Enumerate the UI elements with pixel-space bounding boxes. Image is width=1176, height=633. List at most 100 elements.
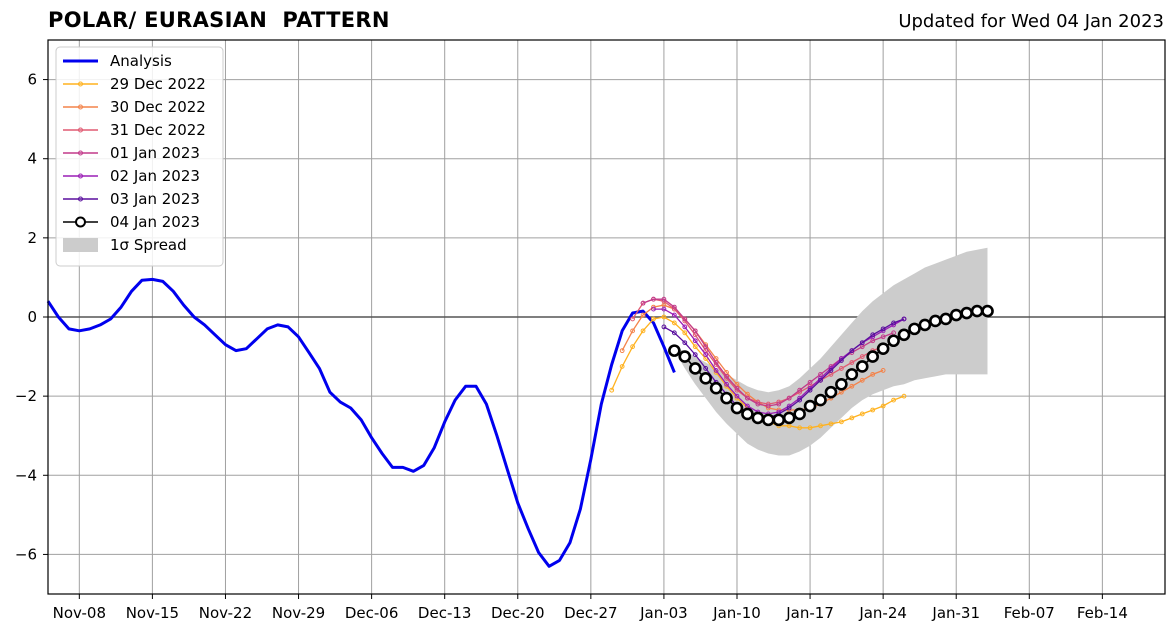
legend-label: 29 Dec 2022 [110,75,206,93]
analysis-line [46,277,676,568]
forecast-point [849,383,855,389]
forecast-point [797,397,803,403]
legend-label: Analysis [110,52,172,70]
forecast-point [981,304,994,318]
forecast-point [661,306,667,312]
x-tick-label: Nov-22 [199,604,252,622]
forecast-point [891,397,896,403]
forecast-point [703,344,709,350]
plot-frame [47,39,1166,595]
legend-swatch-spread [63,238,98,252]
forecast-point [901,393,907,399]
forecast-point [786,405,792,411]
forecast-point [703,366,709,371]
legend-box [55,46,224,267]
forecast-point [797,425,803,431]
forecast-point [845,368,859,381]
forecast-point [692,344,698,350]
forecast-point [762,413,775,427]
forecast-point [807,387,813,393]
forecast-point [630,344,635,350]
forecast-point [876,342,890,355]
forecast-point [651,316,656,322]
forecast-point [730,401,744,415]
forecast-point [824,385,838,399]
forecast-point [619,348,625,354]
forecast-point [782,411,796,425]
legend-label: 04 Jan 2023 [110,213,200,231]
x-tick-label: Jan-17 [785,604,834,622]
forecast-point [640,328,646,334]
legend-swatch-marker [78,81,83,87]
forecast-point [818,377,823,383]
y-tick-label: 6 [27,71,37,89]
forecast-series [668,304,994,427]
forecast-point [818,423,823,429]
forecast-point [661,324,667,330]
forecast-point [797,387,803,393]
legend-swatch-marker [78,104,83,110]
forecast-point [682,324,688,330]
forecast-point [849,348,855,354]
x-tick-label: Dec-20 [491,604,545,622]
forecast-point [786,395,792,401]
legend-swatch-marker [78,150,83,156]
legend-swatch-marker [75,216,86,228]
forecast-point [855,360,869,373]
legend-label: 03 Jan 2023 [110,190,200,208]
legend-label: 31 Dec 2022 [110,121,206,139]
forecast-point [949,308,963,322]
x-tick-label: Nov-15 [126,604,179,622]
forecast-point [640,312,646,318]
forecast-point [755,401,761,407]
y-tick-label: 4 [27,150,37,168]
forecast-point [908,322,921,336]
forecast-point [814,393,827,407]
x-tick-label: Feb-07 [1004,604,1055,622]
forecast-point [897,328,911,342]
forecast-point [671,312,677,318]
forecast-point [751,411,765,425]
legend-label: 01 Jan 2023 [110,144,200,162]
forecast-point [929,314,942,328]
x-tick-label: Nov-29 [272,604,325,622]
forecast-point [772,413,786,427]
forecast-point [793,407,806,421]
y-tick-label: −2 [15,387,37,405]
forecast-point [671,330,677,336]
forecast-point [838,366,844,371]
forecast-point [939,312,953,326]
forecast-point [720,391,733,405]
forecast-point [880,326,886,332]
series-lines [46,277,994,568]
x-tick-label: Feb-14 [1077,604,1128,622]
forecast-point [887,334,900,348]
forecast-point [880,368,886,373]
forecast-point [918,318,932,332]
legend-label: 1σ Spread [110,236,187,254]
forecast-point [619,364,625,369]
legend: Analysis 29 Dec 2022 30 Dec 2022 31 Dec 202… [55,46,224,267]
forecast-point [734,385,740,391]
forecast-point [651,296,656,302]
forecast-point [970,304,984,318]
forecast-point [682,330,688,336]
forecast-point [835,377,848,391]
forecast-point [734,393,740,399]
forecast-point [741,407,754,421]
forecast-point [776,401,782,407]
forecast-point [640,300,646,306]
forecast-point [891,320,896,326]
forecast-point [807,425,813,431]
forecast-point [709,381,723,395]
forecast-point [838,358,844,363]
legend-swatch-marker [78,196,83,202]
forecast-point [803,399,817,413]
forecast-point [661,296,667,302]
forecast-point [630,316,635,322]
forecast-point [651,306,656,312]
forecast-point [859,354,865,359]
x-tick-label: Dec-06 [345,604,399,622]
forecast-point [703,352,709,357]
